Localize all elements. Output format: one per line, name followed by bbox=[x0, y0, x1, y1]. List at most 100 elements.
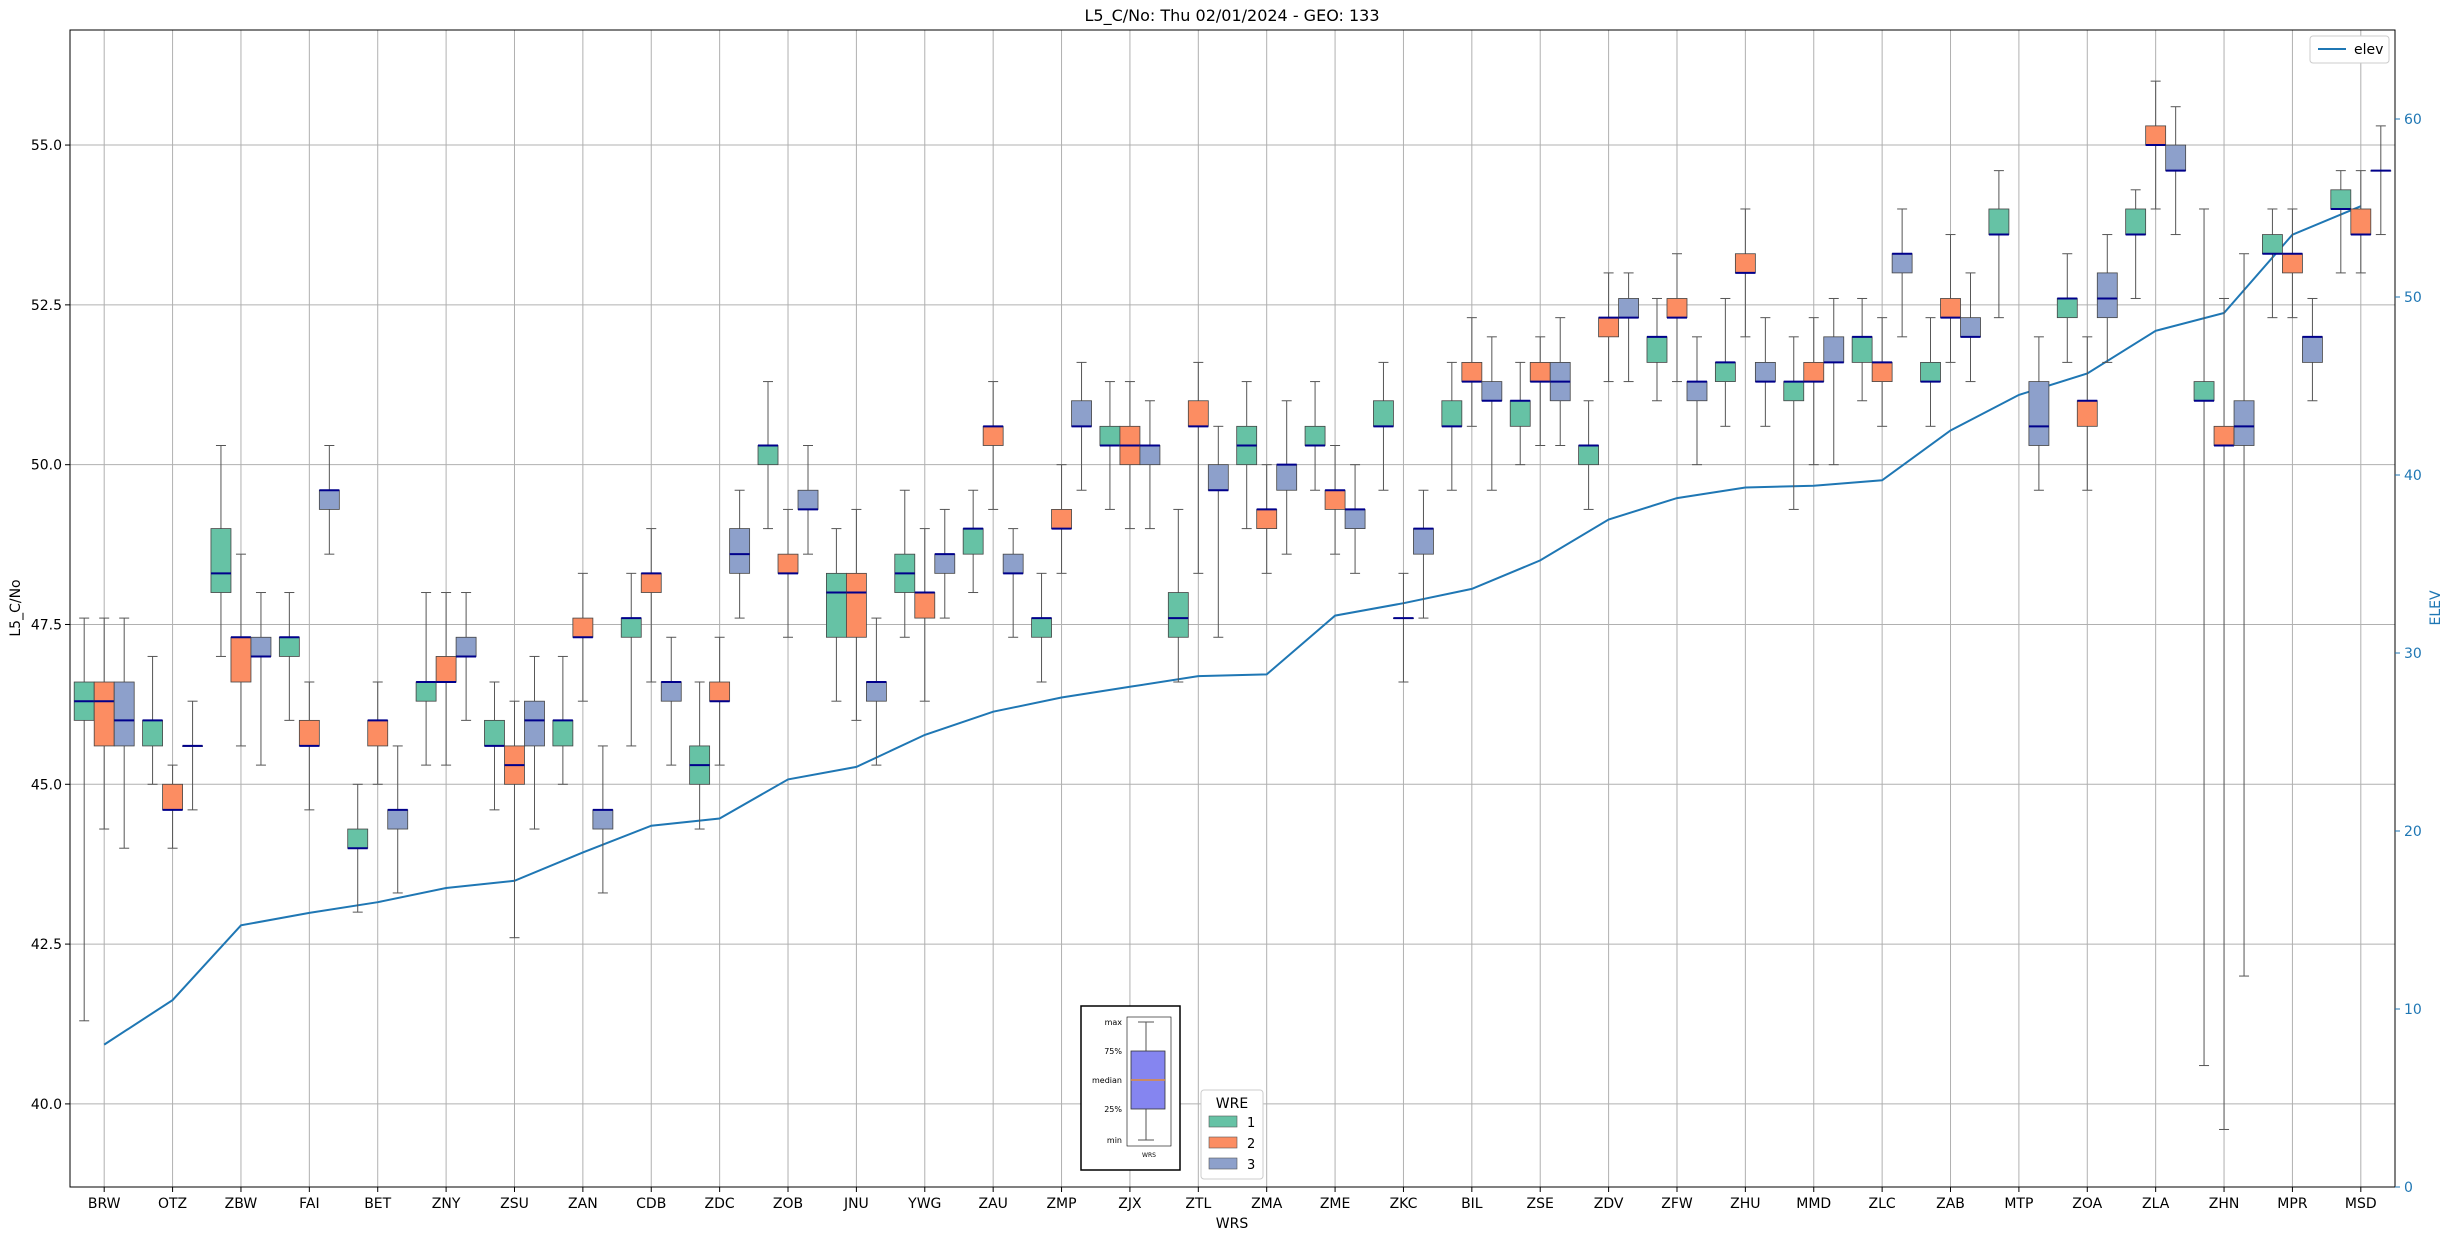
box-body bbox=[1373, 400, 1394, 427]
box-zsu-wre3 bbox=[524, 655, 545, 830]
wre-legend-swatch-1 bbox=[1208, 1115, 1238, 1128]
box-zbw-wre2 bbox=[230, 553, 252, 747]
box-body bbox=[278, 636, 300, 657]
box-zan-wre1 bbox=[552, 655, 574, 785]
x-tick-label: FAI bbox=[299, 1196, 319, 1212]
box-cdb-wre3 bbox=[660, 636, 682, 766]
key-label-q3: 75% bbox=[1104, 1047, 1122, 1056]
x-tick-label: MPR bbox=[2277, 1196, 2308, 1212]
box-body bbox=[865, 681, 887, 702]
box-zhn-wre1 bbox=[2193, 208, 2215, 1067]
box-zoa-wre2 bbox=[2076, 336, 2098, 491]
y2-tick-label: 20 bbox=[2404, 824, 2422, 840]
box-body bbox=[1344, 509, 1366, 529]
box-mmd-wre1 bbox=[1783, 336, 1805, 510]
box-bet-wre3 bbox=[387, 745, 409, 894]
box-body bbox=[1666, 298, 1688, 319]
box-body bbox=[1276, 464, 1298, 491]
box-body bbox=[1598, 317, 1620, 338]
box-body bbox=[552, 719, 574, 747]
y-axis-label: L5_C/No bbox=[8, 579, 24, 636]
x-tick-label: ZDV bbox=[1594, 1196, 1624, 1212]
box-body bbox=[210, 528, 232, 593]
box-body bbox=[729, 528, 751, 574]
box-zhu-wre1 bbox=[1714, 297, 1736, 427]
box-ywg-wre1 bbox=[894, 489, 916, 638]
box-body bbox=[1960, 317, 1981, 338]
box-body bbox=[387, 809, 409, 830]
box-msd-wre2 bbox=[2350, 170, 2372, 274]
box-otz-wre3 bbox=[182, 700, 203, 811]
box-body bbox=[914, 592, 936, 619]
box-zau-wre3 bbox=[1002, 528, 1024, 638]
box-zdv-wre3 bbox=[1618, 272, 1640, 383]
box-body bbox=[1207, 464, 1229, 491]
box-bil-wre3 bbox=[1481, 336, 1503, 491]
box-zme-wre1 bbox=[1304, 381, 1326, 491]
box-body bbox=[2096, 272, 2118, 319]
wre-legend-swatch-3 bbox=[1208, 1157, 1238, 1170]
box-bet-wre2 bbox=[367, 681, 389, 785]
box-body bbox=[777, 553, 799, 574]
box-bil-wre2 bbox=[1461, 317, 1483, 427]
x-tick-label: ZBW bbox=[225, 1196, 258, 1212]
box-body bbox=[162, 783, 183, 811]
box-zhn-wre3 bbox=[2233, 253, 2255, 977]
box-body bbox=[1988, 208, 2010, 235]
x-tick-label: ZNY bbox=[432, 1196, 461, 1212]
x-tick-label: ZMP bbox=[1046, 1196, 1076, 1212]
box-zhu-wre2 bbox=[1734, 208, 1756, 338]
box-body bbox=[982, 425, 1004, 446]
box-body bbox=[1167, 592, 1189, 638]
box-body bbox=[415, 681, 437, 702]
box-zkc-wre3 bbox=[1413, 489, 1434, 619]
box-zse-wre3 bbox=[1549, 317, 1571, 446]
box-mtp-wre1 bbox=[1988, 170, 2010, 319]
box-body bbox=[2302, 336, 2323, 363]
x-tick-label: BET bbox=[364, 1196, 391, 1212]
box-zse-wre1 bbox=[1509, 361, 1531, 466]
box-body bbox=[1481, 381, 1503, 402]
box-cdb-wre2 bbox=[640, 528, 662, 683]
box-body bbox=[1871, 361, 1893, 382]
x-tick-label: YWG bbox=[907, 1196, 941, 1212]
box-body bbox=[1071, 400, 1092, 427]
box-mmd-wre2 bbox=[1803, 317, 1825, 466]
x-tick-label: OTZ bbox=[158, 1196, 187, 1212]
box-cdb-wre1 bbox=[620, 572, 642, 747]
x-tick-label: ZHU bbox=[1730, 1196, 1760, 1212]
box-otz-wre2 bbox=[162, 764, 183, 849]
box-body bbox=[660, 681, 682, 702]
box-body bbox=[1754, 361, 1776, 382]
box-zmp-wre1 bbox=[1031, 572, 1052, 683]
box-body bbox=[2125, 208, 2147, 235]
box-zdc-wre1 bbox=[689, 681, 711, 830]
box-body bbox=[1324, 489, 1346, 510]
x-tick-label: ZHN bbox=[2209, 1196, 2240, 1212]
box-ywg-wre2 bbox=[914, 528, 936, 702]
box-zoa-wre3 bbox=[2096, 234, 2118, 363]
y2-axis-label: ELEV bbox=[2428, 590, 2444, 625]
box-body bbox=[2165, 144, 2187, 172]
box-fai-wre1 bbox=[278, 592, 300, 721]
x-tick-label: ZDC bbox=[705, 1196, 735, 1212]
box-body bbox=[1051, 509, 1072, 529]
x-tick-label: ZJX bbox=[1118, 1196, 1142, 1212]
box-zau-wre2 bbox=[982, 381, 1004, 510]
chart-title: L5_C/No: Thu 02/01/2024 - GEO: 133 bbox=[1084, 6, 1379, 26]
key-label-x: WRS bbox=[1142, 1152, 1156, 1159]
box-body bbox=[1823, 336, 1845, 363]
box-body bbox=[2213, 425, 2235, 446]
y2-tick-label: 50 bbox=[2404, 290, 2422, 306]
box-zma-wre2 bbox=[1256, 464, 1278, 574]
box-zdv-wre1 bbox=[1578, 400, 1600, 510]
box-body bbox=[2056, 298, 2078, 319]
box-zny-wre3 bbox=[455, 592, 477, 721]
box-body bbox=[1441, 400, 1463, 427]
key-label-min: min bbox=[1107, 1136, 1122, 1145]
box-zlc-wre3 bbox=[1891, 208, 1913, 338]
box-layer bbox=[73, 80, 2392, 1130]
box-zkc-wre2 bbox=[1393, 572, 1414, 683]
wre-legend: WRE 1 2 3 bbox=[1200, 1089, 1264, 1180]
box-zma-wre1 bbox=[1236, 381, 1258, 530]
